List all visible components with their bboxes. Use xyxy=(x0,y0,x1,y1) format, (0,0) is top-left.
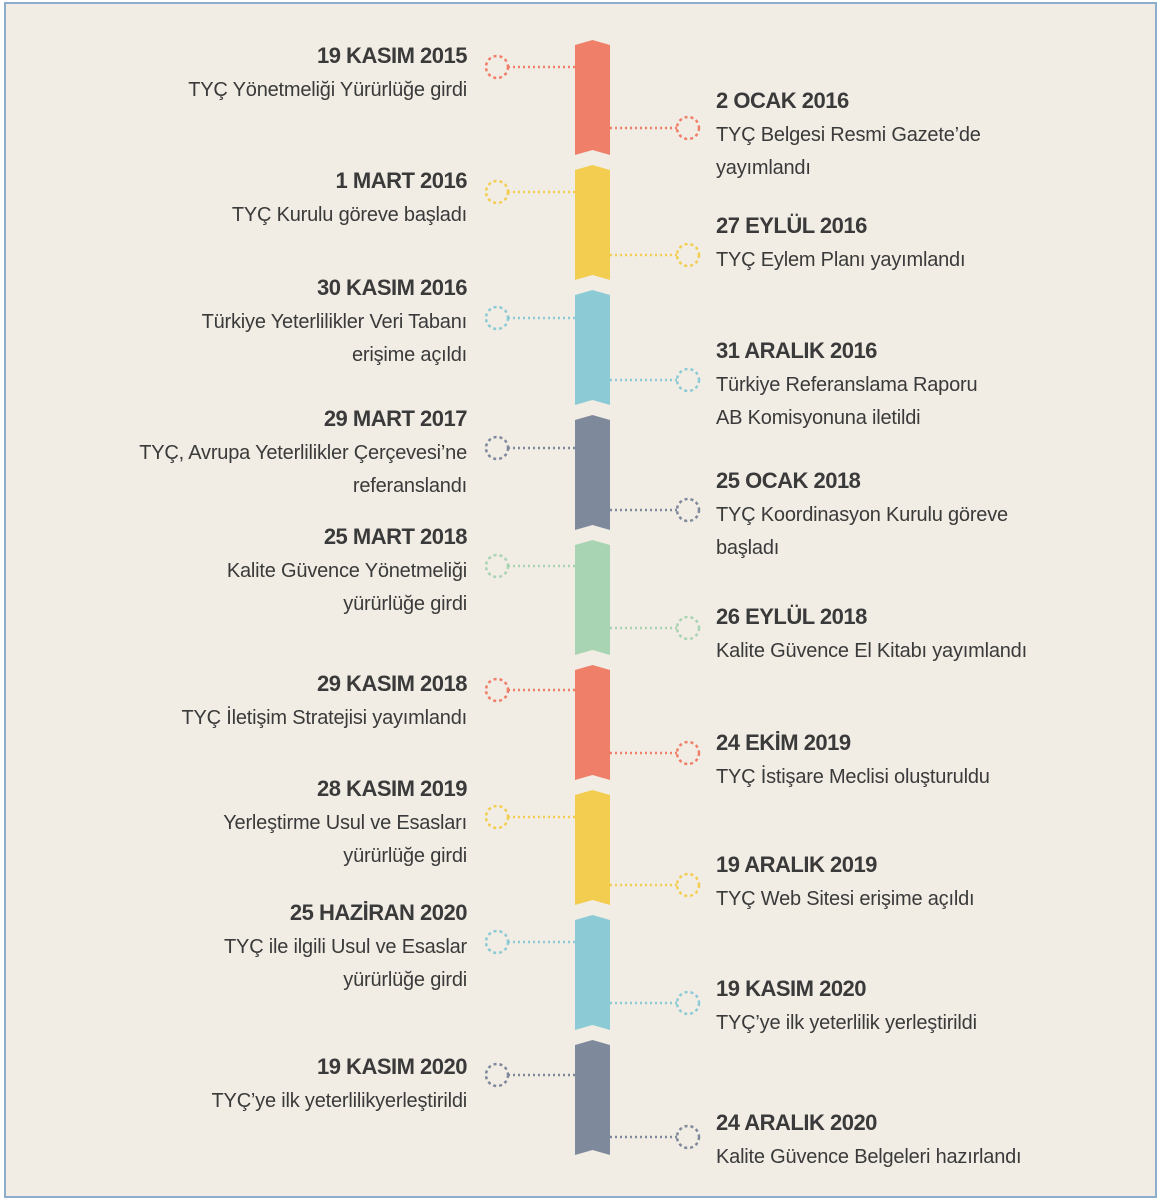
event-text: Türkiye Yeterlilikler Veri Tabanı xyxy=(202,311,467,333)
event-text: Türkiye Referanslama Raporu xyxy=(716,374,977,396)
event-text: Yerleştirme Usul ve Esasları xyxy=(223,812,467,834)
event-text: TYÇ, Avrupa Yeterlilikler Çerçevesi’ne xyxy=(139,442,467,464)
event-date: 29 MART 2017 xyxy=(324,406,467,431)
event-text: TYÇ’ye ilk yeterlilik yerleştirildi xyxy=(716,1012,977,1034)
timeline: 19 KASIM 2015 TYÇ Yönetmeliği Yürürlüğe g… xyxy=(0,0,1161,1200)
event-date: 31 ARALIK 2016 xyxy=(716,338,877,363)
event-text: referanslandı xyxy=(353,475,467,497)
event-text: Kalite Güvence El Kitabı yayımlandı xyxy=(716,640,1027,662)
event-date: 19 KASIM 2020 xyxy=(716,976,866,1001)
timeline-segment xyxy=(575,1040,610,1155)
event-text: Kalite Güvence Belgeleri hazırlandı xyxy=(716,1146,1021,1168)
event-date: 19 KASIM 2020 xyxy=(317,1054,467,1079)
event-text: erişime açıldı xyxy=(352,344,467,366)
event-text: TYÇ Koordinasyon Kurulu göreve xyxy=(716,504,1008,526)
event-text: TYÇ Eylem Planı yayımlandı xyxy=(716,249,965,271)
event-text: TYÇ ile ilgili Usul ve Esaslar xyxy=(224,936,467,958)
event-text: TYÇ İstişare Meclisi oluşturuldu xyxy=(716,765,990,788)
event-text: AB Komisyonuna iletildi xyxy=(716,407,920,429)
event-text: TYÇ İletişim Stratejisi yayımlandı xyxy=(182,706,468,729)
event-date: 25 OCAK 2018 xyxy=(716,468,861,493)
event-date: 27 EYLÜL 2016 xyxy=(716,213,867,238)
event-date: 24 ARALIK 2020 xyxy=(716,1110,877,1135)
event-text: yürürlüğe girdi xyxy=(343,969,467,991)
event-text: TYÇ Kurulu göreve başladı xyxy=(232,204,467,226)
event-date: 19 ARALIK 2019 xyxy=(716,852,877,877)
event-date: 24 EKİM 2019 xyxy=(716,730,851,755)
event-date: 2 OCAK 2016 xyxy=(716,88,849,113)
event-text: TYÇ Belgesi Resmi Gazete’de xyxy=(716,124,981,146)
event-text: yürürlüğe girdi xyxy=(343,593,467,615)
event-text: TYÇ’ye ilk yeterlilikyerleştirildi xyxy=(212,1090,467,1112)
event-date: 25 HAZİRAN 2020 xyxy=(290,900,467,925)
event-date: 19 KASIM 2015 xyxy=(317,43,467,68)
event-text: Kalite Güvence Yönetmeliği xyxy=(227,560,467,582)
timeline-segment xyxy=(575,790,610,905)
event-date: 1 MART 2016 xyxy=(336,168,468,193)
timeline-segment xyxy=(575,40,610,155)
timeline-segment xyxy=(575,165,610,280)
event-date: 25 MART 2018 xyxy=(324,524,467,549)
timeline-segment xyxy=(575,290,610,405)
event-date: 28 KASIM 2019 xyxy=(317,776,467,801)
timeline-segment xyxy=(575,665,610,780)
event-text: başladı xyxy=(716,537,779,559)
timeline-segment xyxy=(575,915,610,1030)
event-text: TYÇ Web Sitesi erişime açıldı xyxy=(716,888,974,910)
timeline-segment xyxy=(575,540,610,655)
event-text: yürürlüğe girdi xyxy=(343,845,467,867)
event-text: TYÇ Yönetmeliği Yürürlüğe girdi xyxy=(188,79,467,101)
timeline-segment xyxy=(575,415,610,530)
event-date: 26 EYLÜL 2018 xyxy=(716,604,867,629)
event-text: yayımlandı xyxy=(716,157,811,179)
event-date: 30 KASIM 2016 xyxy=(317,275,467,300)
event-date: 29 KASIM 2018 xyxy=(317,671,467,696)
